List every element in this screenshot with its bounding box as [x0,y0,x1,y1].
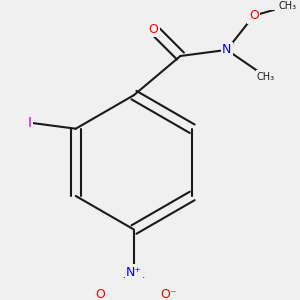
Text: N⁺: N⁺ [126,266,142,279]
Text: CH₃: CH₃ [279,1,297,11]
Text: I: I [27,116,31,130]
Text: O: O [148,22,158,36]
Text: O⁻: O⁻ [160,288,176,300]
Text: O: O [249,9,259,22]
Text: CH₃: CH₃ [257,72,275,82]
Text: N: N [222,44,232,56]
Text: O: O [95,288,105,300]
